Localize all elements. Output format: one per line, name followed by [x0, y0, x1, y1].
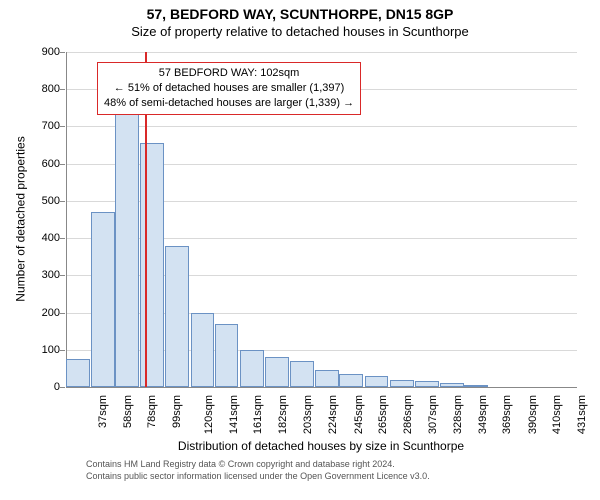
x-tick-label: 286sqm	[402, 395, 414, 434]
grid-line	[67, 52, 577, 53]
y-tick-label: 100	[30, 344, 60, 356]
histogram-bar	[365, 376, 389, 387]
histogram-bar	[265, 357, 289, 387]
x-tick-label: 120sqm	[203, 395, 215, 434]
chart-title: 57, BEDFORD WAY, SCUNTHORPE, DN15 8GP	[0, 0, 600, 22]
y-tick-label: 300	[30, 269, 60, 281]
x-tick-label: 369sqm	[502, 395, 514, 434]
x-tick-label: 307sqm	[427, 395, 439, 434]
y-tick-label: 600	[30, 158, 60, 170]
y-tick-label: 400	[30, 232, 60, 244]
x-tick-label: 410sqm	[551, 395, 563, 434]
annotation-line: 48% of semi-detached houses are larger (…	[104, 96, 354, 111]
annotation-line: ← 51% of detached houses are smaller (1,…	[104, 81, 354, 96]
x-tick-label: 328sqm	[452, 395, 464, 434]
x-tick-label: 349sqm	[478, 395, 490, 434]
chart-subtitle: Size of property relative to detached ho…	[0, 22, 600, 39]
histogram-bar	[215, 324, 239, 387]
grid-line	[67, 126, 577, 127]
x-tick-label: 78sqm	[146, 395, 158, 428]
histogram-bar	[290, 361, 314, 387]
x-tick-label: 141sqm	[228, 395, 240, 434]
histogram-bar	[315, 370, 339, 387]
annotation-box: 57 BEDFORD WAY: 102sqm← 51% of detached …	[97, 62, 361, 115]
annotation-line: 57 BEDFORD WAY: 102sqm	[104, 66, 354, 81]
histogram-bar	[191, 313, 215, 387]
histogram-bar	[66, 359, 90, 387]
x-tick-label: 224sqm	[328, 395, 340, 434]
x-tick-label: 203sqm	[302, 395, 314, 434]
chart-container: 57, BEDFORD WAY, SCUNTHORPE, DN15 8GP Si…	[0, 0, 600, 500]
x-tick-label: 161sqm	[252, 395, 264, 434]
y-tick-label: 800	[30, 83, 60, 95]
x-tick-label: 58sqm	[122, 395, 134, 428]
credit-text: Contains HM Land Registry data © Crown c…	[86, 459, 430, 482]
x-tick-label: 431sqm	[576, 395, 588, 434]
y-tick-label: 900	[30, 46, 60, 58]
x-tick-label: 182sqm	[277, 395, 289, 434]
y-axis-label: Number of detached properties	[13, 51, 27, 386]
y-tick-label: 0	[30, 381, 60, 393]
histogram-bar	[390, 380, 414, 387]
histogram-bar	[165, 246, 189, 387]
y-tick-label: 700	[30, 120, 60, 132]
y-tick-label: 500	[30, 195, 60, 207]
histogram-bar	[464, 385, 488, 387]
histogram-bar	[440, 383, 464, 387]
histogram-bar	[415, 381, 439, 387]
histogram-bar	[91, 212, 115, 387]
x-tick-label: 99sqm	[171, 395, 183, 428]
x-tick-label: 390sqm	[527, 395, 539, 434]
histogram-bar	[240, 350, 264, 387]
histogram-bar	[140, 143, 164, 387]
plot-area: 57 BEDFORD WAY: 102sqm← 51% of detached …	[66, 52, 577, 388]
x-tick-label: 245sqm	[353, 395, 365, 434]
x-axis-label: Distribution of detached houses by size …	[66, 439, 576, 453]
histogram-bar	[339, 374, 363, 387]
histogram-bar	[115, 86, 139, 388]
y-tick-label: 200	[30, 307, 60, 319]
credit-line: Contains HM Land Registry data © Crown c…	[86, 459, 430, 471]
x-tick-label: 37sqm	[97, 395, 109, 428]
x-tick-label: 265sqm	[377, 395, 389, 434]
credit-line: Contains public sector information licen…	[86, 471, 430, 483]
